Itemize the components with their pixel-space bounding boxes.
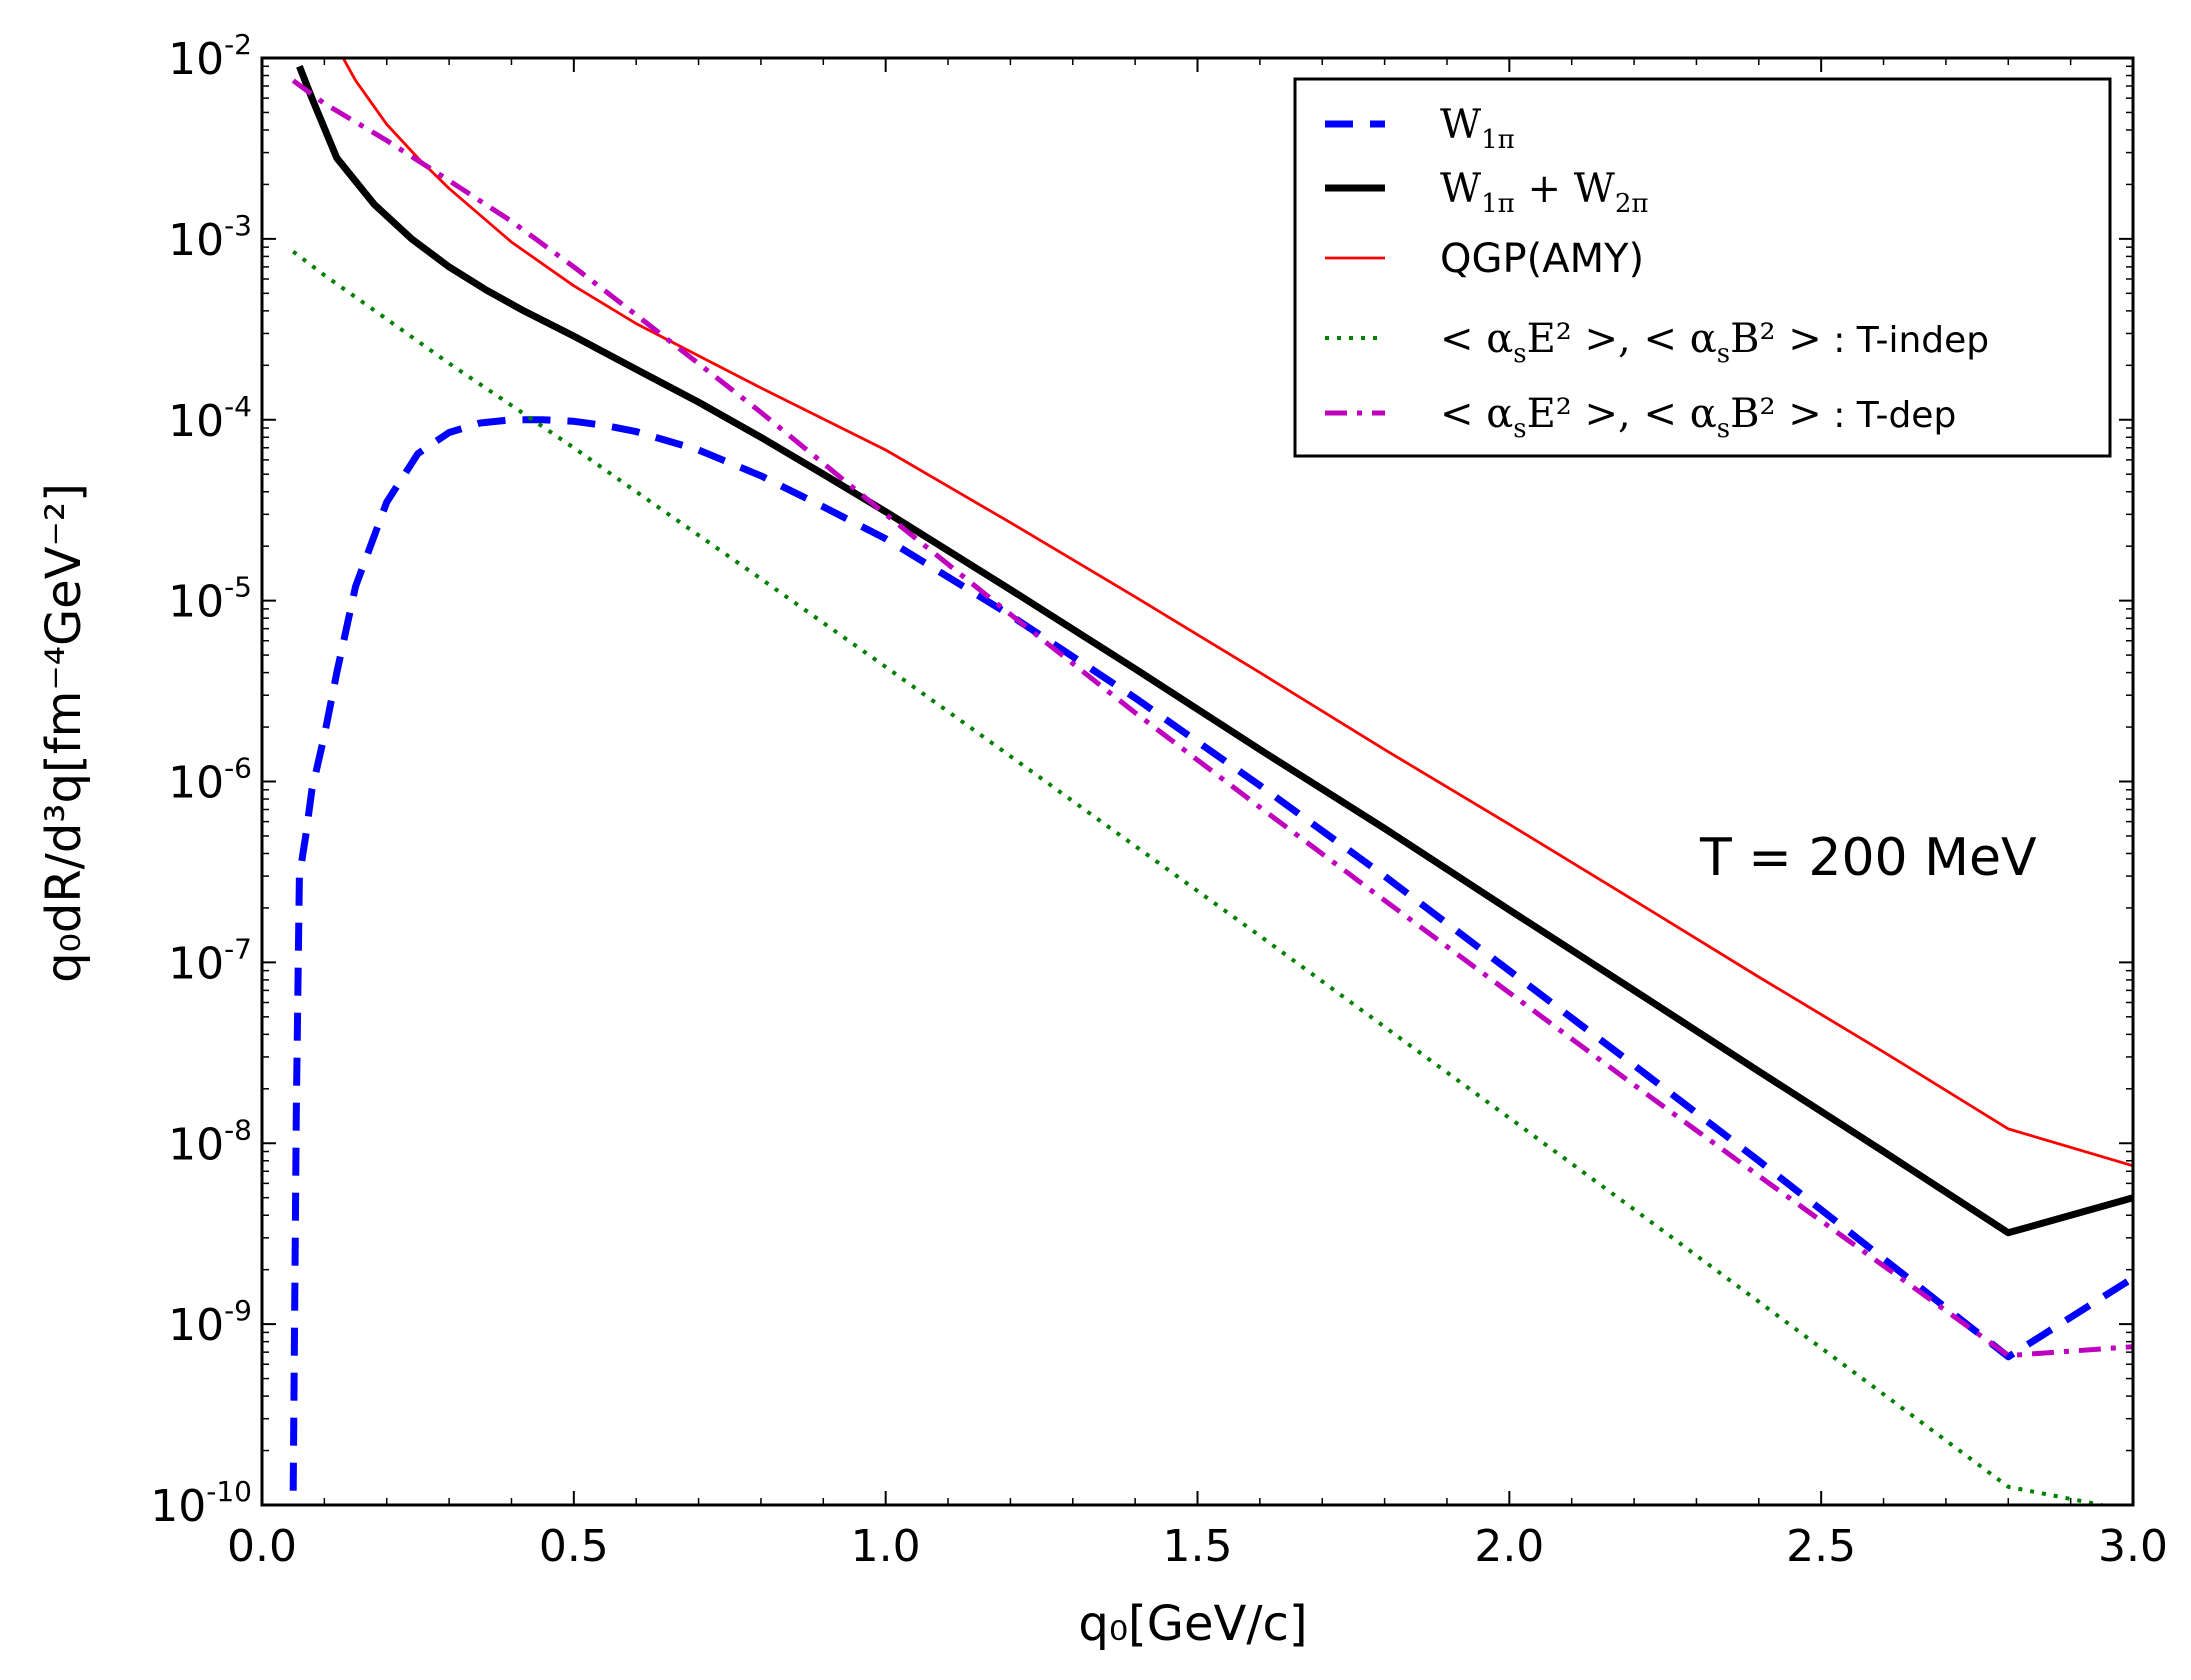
legend-label-4: < αsE² >, < αsB² > : T-dep bbox=[1440, 391, 1956, 444]
plot-area bbox=[289, 58, 2133, 1505]
y-tick-label: 10-4 bbox=[168, 390, 252, 447]
series-line-4 bbox=[291, 78, 2133, 1359]
y-axis-label: q₀dR/d³q[fm⁻⁴GeV⁻²] bbox=[36, 483, 92, 983]
legend-label-3: < αsE² >, < αsB² > : T-indep bbox=[1440, 316, 1989, 369]
x-tick-label: 0.5 bbox=[539, 1521, 609, 1572]
x-axis-label: q₀[GeV/c] bbox=[1078, 1596, 1307, 1652]
y-tick-label: 10-5 bbox=[168, 571, 252, 628]
y-tick-label: 10-3 bbox=[168, 209, 252, 266]
y-tick-label: 10-7 bbox=[168, 932, 252, 989]
legend-label-1: W1π + W2π bbox=[1440, 166, 1648, 219]
x-tick-label: 1.5 bbox=[1163, 1521, 1233, 1572]
y-tick-label: 10-6 bbox=[168, 752, 252, 809]
x-tick-label: 2.5 bbox=[1786, 1521, 1856, 1572]
legend-box bbox=[1293, 77, 2112, 458]
series-line-3 bbox=[291, 250, 2103, 1505]
y-tick-label: 10-2 bbox=[168, 28, 252, 85]
x-tick-label: 0.0 bbox=[227, 1521, 297, 1572]
legend: W1π W1π + W2π QGP(AMY) < αsE² >, < αsB² > :… bbox=[1293, 77, 2112, 458]
ticks: 0.0 0.5 1.0 1.5 2.0 2.5 3.0 10-10 10-9 10-8 10-7 10… bbox=[150, 28, 2168, 1572]
x-tick-label: 1.0 bbox=[851, 1521, 921, 1572]
x-tick-label: 3.0 bbox=[2098, 1521, 2168, 1572]
x-tick-label: 2.0 bbox=[1474, 1521, 1544, 1572]
y-tick-label: 10-9 bbox=[168, 1294, 252, 1351]
temperature-annotation: T = 200 MeV bbox=[1699, 828, 2037, 888]
y-tick-label: 10-8 bbox=[168, 1113, 252, 1170]
y-tick-label: 10-10 bbox=[150, 1475, 252, 1532]
series-line-0 bbox=[289, 416, 2133, 1491]
legend-label-2: QGP(AMY) bbox=[1440, 236, 1644, 282]
legend-label-0: W1π bbox=[1440, 102, 1515, 155]
series-line-1 bbox=[296, 65, 2133, 1237]
